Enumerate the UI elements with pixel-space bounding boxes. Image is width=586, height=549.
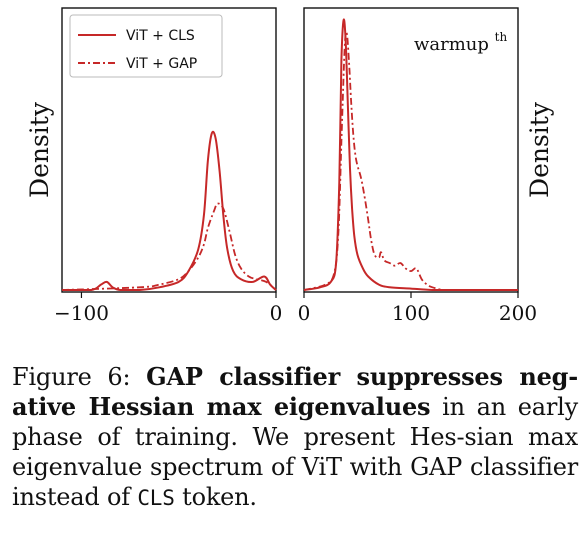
caption-label: Figure 6: [12,363,147,391]
left-x-tick-label: −100 [54,301,109,325]
legend-box [69,14,223,78]
left-x-tick-label: 0 [270,301,283,325]
left-axes-frame [61,7,277,293]
legend-label-gap: ViT + GAP [126,56,197,72]
left-y-axis-label: Density [25,101,54,198]
warmup-annotation-text: warmup [414,34,489,55]
warmup-annotation: warmup th [414,30,507,55]
figure-panels: Density −100 0 ViT + CLS ViT + GAP Densit… [25,7,554,325]
figure-caption: Figure 6: GAP classifier suppresses neg-… [12,362,578,513]
right-x-tick-label: 100 [392,301,430,325]
right-series-lines [303,18,518,292]
left-x-ticks: −100 0 [54,292,282,325]
right-x-ticks: 0 100 200 [298,292,537,325]
caption-text-2: token. [174,483,257,511]
legend-label-cls: ViT + CLS [126,28,195,44]
caption-bold-text: GAP classifier suppresses neg-ative Hess… [12,362,578,421]
warmup-annotation-sup: th [495,30,508,44]
right-panel: Density 0 100 200 warmup th [298,7,554,325]
left-series-cls-line [62,130,277,291]
right-series-gap-line [303,31,518,291]
caption-text-1: in an early phase of training. We presen… [12,393,579,511]
right-x-tick-label: 200 [499,301,537,325]
left-panel: Density −100 0 ViT + CLS ViT + GAP [25,7,282,325]
right-series-cls-line [303,18,518,292]
left-series-lines [61,130,277,291]
legend: ViT + CLS ViT + GAP [69,14,223,78]
right-x-tick-label: 0 [298,301,311,325]
caption-code-cls: CLS [137,486,175,510]
left-series-gap-line [61,202,277,291]
right-y-axis-label: Density [525,101,554,198]
